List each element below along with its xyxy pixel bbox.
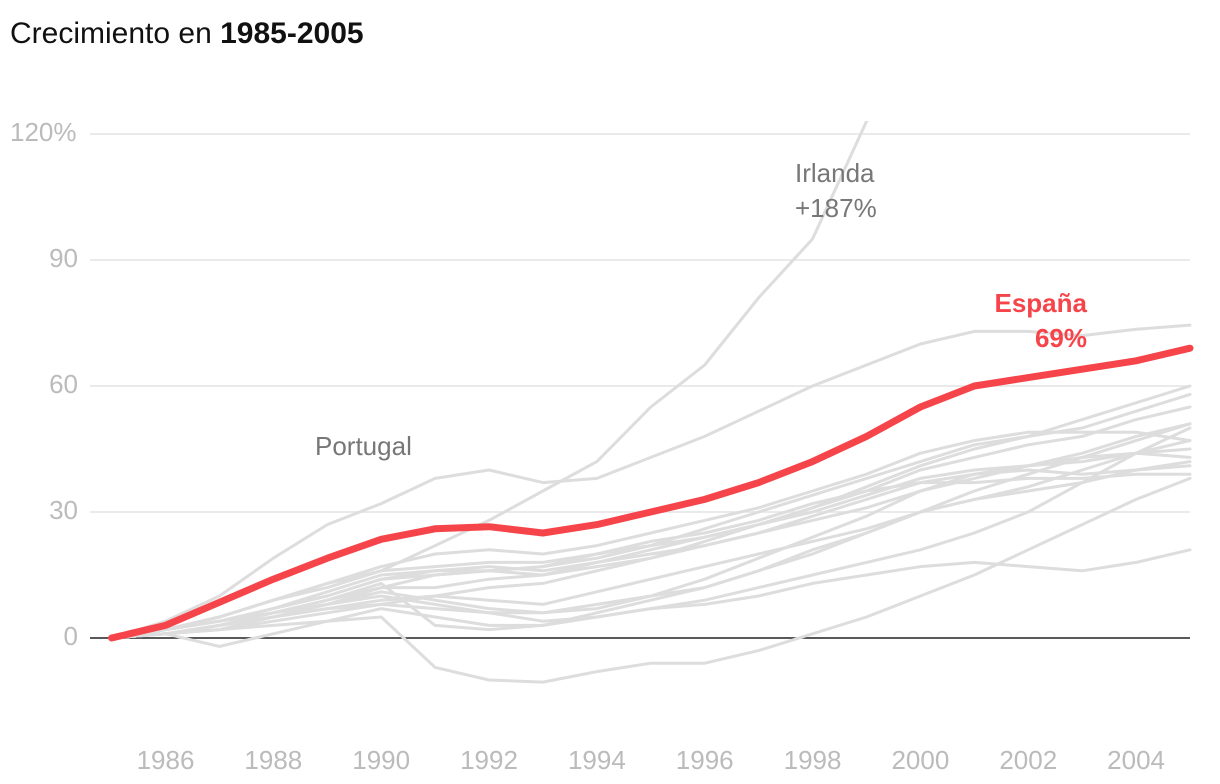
x-tick-label: 1994 — [568, 745, 626, 775]
x-tick-label: 2004 — [1107, 745, 1165, 775]
line — [110, 121, 869, 640]
line — [110, 472, 1192, 640]
series-label: Portugal — [315, 431, 412, 461]
line — [110, 384, 1192, 640]
end-label: 69% — [1035, 323, 1087, 353]
chart-title: Crecimiento en 1985-2005 — [10, 17, 364, 50]
x-tick-label: 1988 — [244, 745, 302, 775]
line — [110, 460, 1192, 640]
x-tick-label: 1986 — [137, 745, 195, 775]
title-highlight: 1985-2005 — [220, 17, 363, 50]
y-tick-label: 120% — [10, 117, 77, 147]
x-tick-label: 1998 — [784, 745, 842, 775]
end-label: +187% — [795, 193, 877, 223]
series-label: España — [995, 288, 1088, 318]
y-tick-label: 30 — [49, 495, 78, 525]
line — [110, 476, 1192, 684]
x-tick-label: 2000 — [891, 745, 949, 775]
line — [110, 548, 1192, 648]
x-tick-label: 1992 — [460, 745, 518, 775]
y-tick-label: 0 — [64, 621, 78, 651]
line — [110, 405, 1192, 640]
x-tick-label: 1990 — [352, 745, 410, 775]
x-tick-label: 1996 — [676, 745, 734, 775]
x-tick-label: 2002 — [999, 745, 1057, 775]
y-tick-label: 60 — [49, 369, 78, 399]
title-text: Crecimiento en — [10, 17, 212, 50]
lines — [108, 121, 1194, 684]
y-tick-label: 90 — [49, 243, 78, 273]
series-label: Irlanda — [795, 158, 875, 188]
highlight-line — [108, 344, 1194, 642]
line — [110, 323, 1192, 640]
